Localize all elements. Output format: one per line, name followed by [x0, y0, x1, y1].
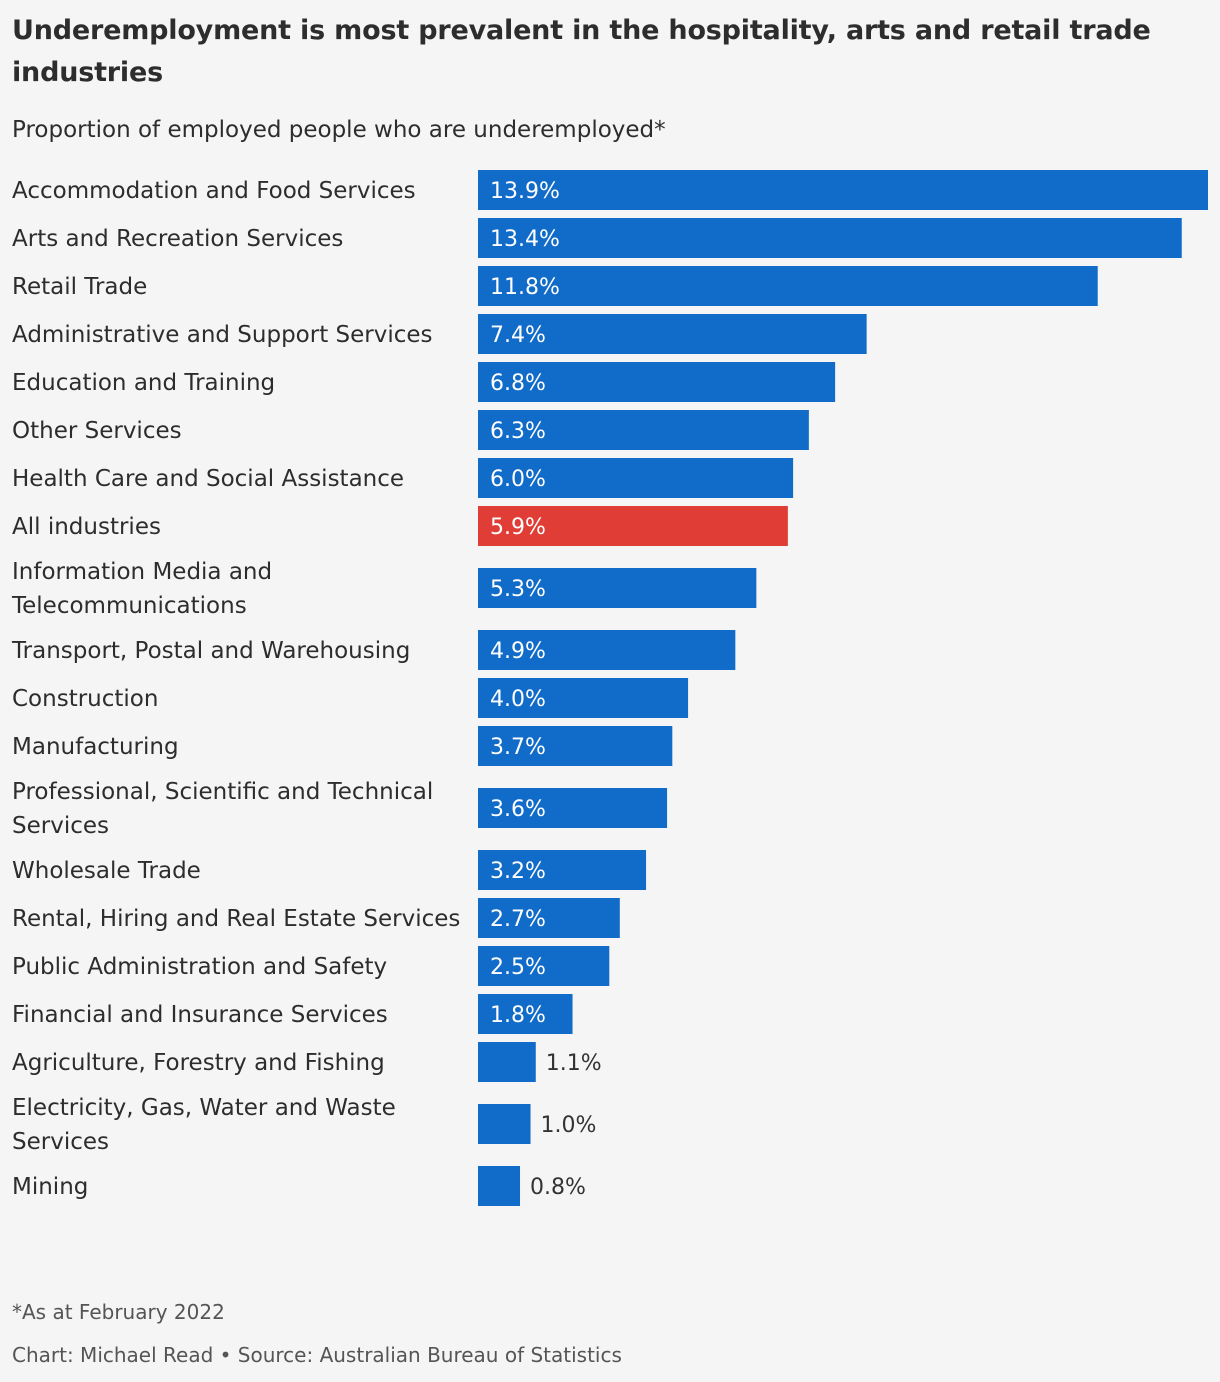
- value-label: 2.5%: [490, 955, 546, 980]
- value-label: 6.3%: [490, 419, 546, 444]
- chart-title: Underemployment is most prevalent in the…: [12, 15, 1151, 88]
- bar: [478, 458, 794, 498]
- category-label: Professional, Scientific and Technical Se…: [12, 779, 433, 839]
- value-label: 1.0%: [541, 1113, 597, 1138]
- category-label: Construction: [12, 686, 158, 712]
- value-label: 6.8%: [490, 371, 546, 396]
- value-label: 5.9%: [490, 515, 546, 540]
- value-label: 5.3%: [490, 577, 546, 602]
- category-label: Public Administration and Safety: [12, 954, 387, 980]
- value-label: 11.8%: [490, 275, 560, 300]
- bar: [478, 726, 673, 766]
- bar: [478, 678, 689, 718]
- bar: [478, 946, 610, 986]
- bar: [478, 1042, 536, 1082]
- category-label: Mining: [12, 1174, 88, 1200]
- bar: [478, 1166, 521, 1206]
- bar-all-industries-highlight: [478, 506, 788, 546]
- value-label: 0.8%: [530, 1175, 586, 1200]
- category-label: Transport, Postal and Warehousing: [11, 638, 410, 664]
- value-label: 3.2%: [490, 859, 546, 884]
- category-label: Education and Training: [12, 370, 275, 396]
- category-label: Agriculture, Forestry and Fishing: [12, 1050, 385, 1076]
- value-label: 3.6%: [490, 797, 546, 822]
- category-label: Manufacturing: [12, 734, 179, 760]
- footnote: *As at February 2022: [12, 1300, 225, 1324]
- value-label: 4.0%: [490, 687, 546, 712]
- bar: [478, 630, 736, 670]
- value-label: 1.8%: [490, 1003, 546, 1028]
- category-label: Arts and Recreation Services: [12, 226, 343, 252]
- bar: [478, 994, 573, 1034]
- chart-subtitle: Proportion of employed people who are un…: [12, 117, 666, 143]
- category-label: All industries: [12, 514, 161, 540]
- category-label: Wholesale Trade: [12, 858, 201, 884]
- chart-credit: Chart: Michael Read • Source: Australian…: [12, 1343, 622, 1367]
- category-label: Other Services: [12, 418, 182, 444]
- category-label: Health Care and Social Assistance: [12, 466, 404, 492]
- category-label: Rental, Hiring and Real Estate Services: [12, 906, 460, 932]
- bar: [478, 850, 647, 890]
- value-label: 4.9%: [490, 639, 546, 664]
- bar-chart: Accommodation and Food Services 13.9% Arts…: [11, 170, 1208, 1206]
- value-label: 13.9%: [490, 179, 560, 204]
- bar: [478, 788, 668, 828]
- bar: [478, 218, 1182, 258]
- value-label: 3.7%: [490, 735, 546, 760]
- category-label: Information Media and Telecommunications: [11, 559, 272, 619]
- bar: [478, 410, 809, 450]
- value-label: 1.1%: [546, 1051, 602, 1076]
- bar: [478, 898, 620, 938]
- value-label: 6.0%: [490, 467, 546, 492]
- category-label: Financial and Insurance Services: [12, 1002, 388, 1028]
- category-label: Electricity, Gas, Water and Waste Service…: [12, 1095, 396, 1155]
- bar: [478, 266, 1098, 306]
- bar: [478, 362, 836, 402]
- category-label: Retail Trade: [12, 274, 147, 300]
- bar: [478, 170, 1208, 210]
- bar: [478, 1104, 531, 1144]
- bar: [478, 314, 867, 354]
- category-label: Accommodation and Food Services: [12, 178, 416, 204]
- value-label: 7.4%: [490, 323, 546, 348]
- category-label: Administrative and Support Services: [12, 322, 433, 348]
- value-label: 13.4%: [490, 227, 560, 252]
- value-label: 2.7%: [490, 907, 546, 932]
- bar: [478, 568, 757, 608]
